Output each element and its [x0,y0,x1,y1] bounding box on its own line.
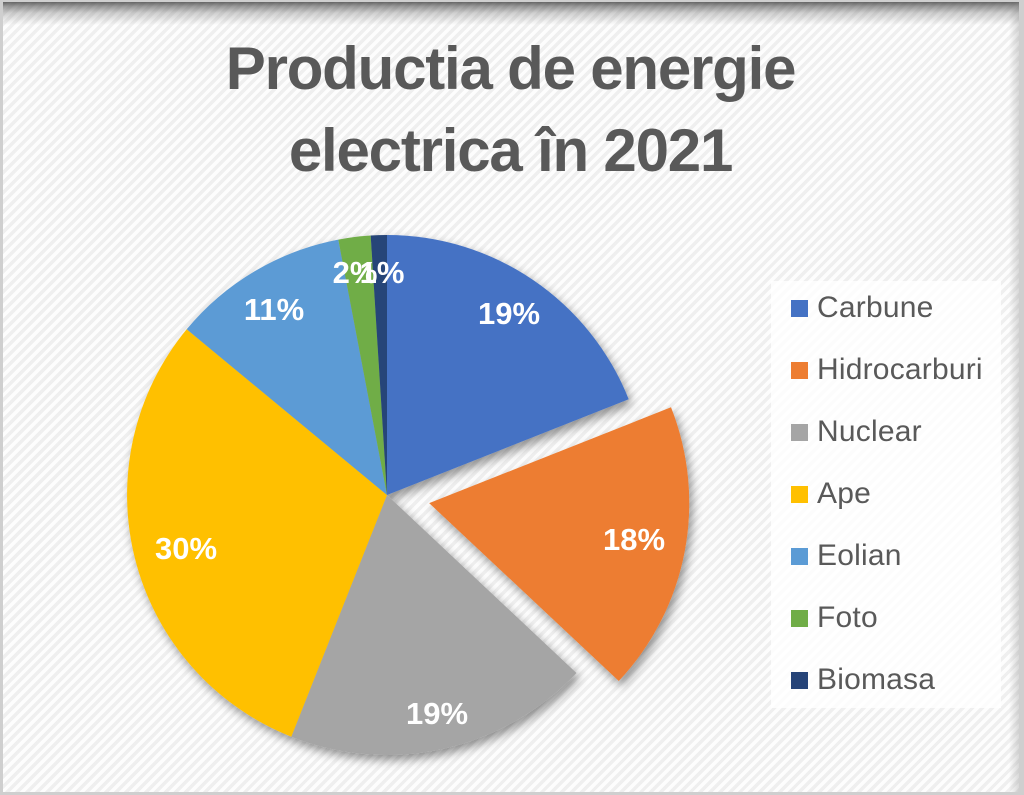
svg-text:2%: 2% [333,255,378,290]
svg-text:1%: 1% [360,255,405,290]
svg-text:11%: 11% [244,292,304,327]
svg-text:19%: 19% [406,696,468,731]
svg-text:18%: 18% [603,522,665,557]
svg-text:19%: 19% [478,296,540,331]
svg-text:30%: 30% [155,531,217,566]
